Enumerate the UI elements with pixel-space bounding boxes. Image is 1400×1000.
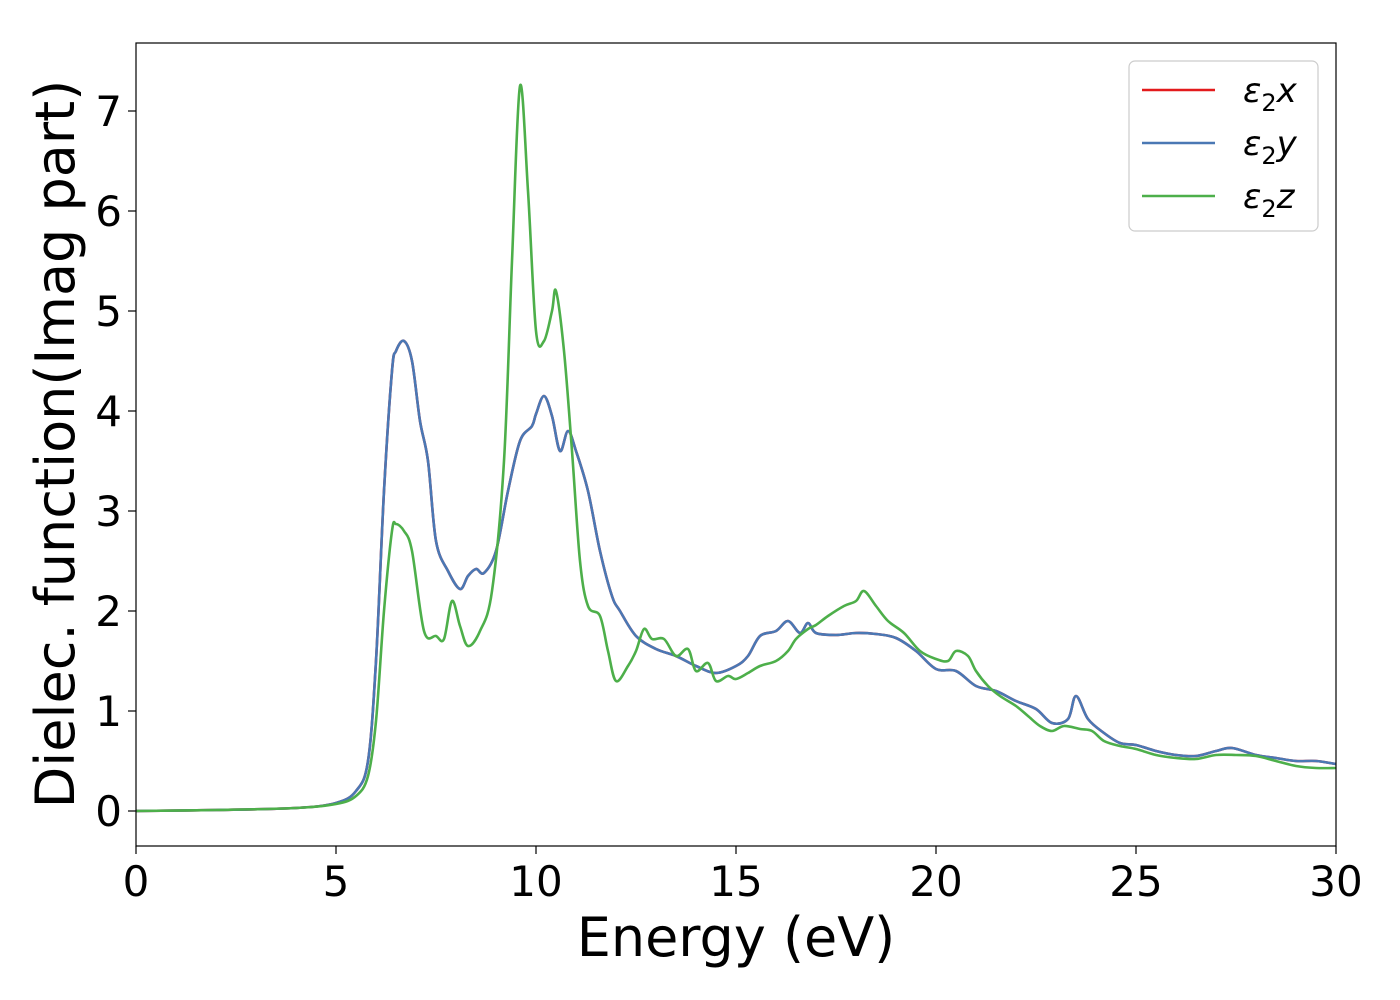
- series-line-y: [135, 339, 1337, 813]
- legend-label-y: ε2y: [1243, 124, 1298, 170]
- y-tick-label: 4: [95, 387, 122, 436]
- legend-box: [1128, 60, 1319, 232]
- y-tick-label: 6: [95, 187, 122, 236]
- y-tick-label: 5: [95, 287, 122, 336]
- x-tick-label: 25: [1109, 857, 1162, 906]
- y-tick-label: 0: [95, 787, 122, 836]
- legend-label-z: ε2z: [1243, 177, 1296, 223]
- x-tick-label: 30: [1309, 857, 1362, 906]
- legend-label-x: ε2x: [1243, 71, 1298, 117]
- x-tick-label: 15: [709, 857, 762, 906]
- y-tick-label: 2: [95, 587, 122, 636]
- series-line-z: [135, 83, 1337, 813]
- series-line-x: [135, 339, 1337, 813]
- x-tick-label: 0: [123, 857, 150, 906]
- y-tick-label: 1: [95, 687, 122, 736]
- x-axis-ticks: 0 5 10 15 20 25 30: [123, 846, 1363, 906]
- y-tick-label: 7: [95, 87, 122, 136]
- x-tick-label: 10: [509, 857, 562, 906]
- y-axis-ticks: 0 1 2 3 4 5 6 7: [95, 87, 136, 836]
- legend: ε2x ε2y ε2z: [1128, 60, 1319, 232]
- x-tick-label: 5: [323, 857, 350, 906]
- x-tick-label: 20: [909, 857, 962, 906]
- x-axis-label: Energy (eV): [577, 906, 896, 969]
- series-layer: [135, 83, 1337, 813]
- y-tick-label: 3: [95, 487, 122, 536]
- y-axis-label: Dielec. function(Imag part): [24, 80, 87, 809]
